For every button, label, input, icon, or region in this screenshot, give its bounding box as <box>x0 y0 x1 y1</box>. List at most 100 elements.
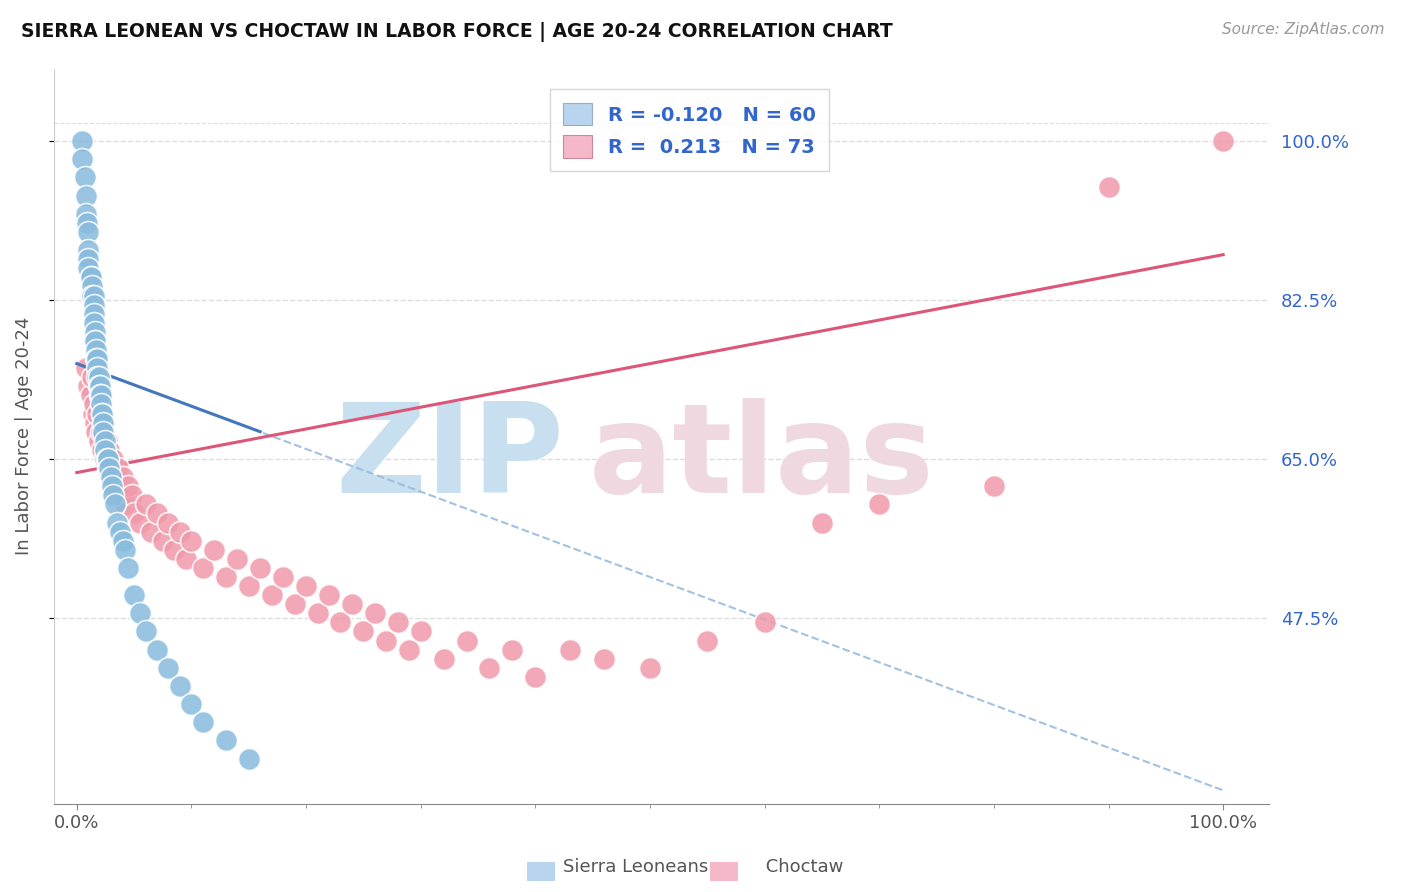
Point <box>122 588 145 602</box>
Point <box>75 207 97 221</box>
Point <box>110 488 132 502</box>
Point <box>104 479 127 493</box>
Point <box>91 416 114 430</box>
Point <box>456 633 478 648</box>
Point <box>77 261 100 276</box>
Point <box>398 642 420 657</box>
Point <box>169 524 191 539</box>
Point <box>77 225 100 239</box>
Point <box>983 479 1005 493</box>
Point <box>79 388 101 402</box>
Point <box>409 624 432 639</box>
Point <box>87 434 110 448</box>
Point <box>146 642 169 657</box>
Point <box>114 542 136 557</box>
Point <box>84 334 107 348</box>
Point <box>87 379 110 393</box>
Point <box>97 442 120 457</box>
Point <box>90 425 112 439</box>
Point <box>105 516 128 530</box>
Point <box>284 597 307 611</box>
Point <box>226 551 249 566</box>
Point <box>79 270 101 285</box>
Point <box>1097 179 1119 194</box>
Point <box>91 442 114 457</box>
Point <box>84 425 107 439</box>
Point <box>811 516 834 530</box>
Point <box>135 624 157 639</box>
Point <box>91 416 114 430</box>
Point <box>75 188 97 202</box>
Text: SIERRA LEONEAN VS CHOCTAW IN LABOR FORCE | AGE 20-24 CORRELATION CHART: SIERRA LEONEAN VS CHOCTAW IN LABOR FORCE… <box>21 22 893 42</box>
Point <box>89 388 111 402</box>
Point <box>501 642 523 657</box>
Point <box>96 452 118 467</box>
Legend: R = -0.120   N = 60, R =  0.213   N = 73: R = -0.120 N = 60, R = 0.213 N = 73 <box>550 89 830 171</box>
Point <box>84 334 107 348</box>
Point <box>318 588 340 602</box>
Y-axis label: In Labor Force | Age 20-24: In Labor Force | Age 20-24 <box>15 317 32 556</box>
Point <box>478 661 501 675</box>
Point <box>83 307 105 321</box>
Point <box>128 607 150 621</box>
Point <box>86 352 108 367</box>
Text: Source: ZipAtlas.com: Source: ZipAtlas.com <box>1222 22 1385 37</box>
Point <box>387 615 409 630</box>
Point <box>94 452 117 467</box>
Point <box>1212 134 1234 148</box>
Point <box>86 370 108 384</box>
Point <box>110 524 132 539</box>
Point <box>135 497 157 511</box>
Point <box>103 488 125 502</box>
Point <box>593 651 616 665</box>
Point <box>638 661 661 675</box>
Point <box>215 733 238 747</box>
Point <box>87 370 110 384</box>
Point <box>84 416 107 430</box>
Point <box>80 288 103 302</box>
Point <box>169 679 191 693</box>
Point <box>84 325 107 339</box>
Point <box>157 661 180 675</box>
Point <box>180 533 202 548</box>
Point <box>75 361 97 376</box>
Point <box>80 279 103 293</box>
Text: Sierra Leoneans          Choctaw: Sierra Leoneans Choctaw <box>562 858 844 876</box>
Point <box>77 252 100 267</box>
Point <box>80 370 103 384</box>
Point <box>364 607 387 621</box>
Point <box>90 388 112 402</box>
Point <box>215 570 238 584</box>
Point <box>174 551 197 566</box>
Point <box>89 388 111 402</box>
Point <box>271 570 294 584</box>
Point <box>84 343 107 357</box>
Point <box>114 497 136 511</box>
Point <box>97 461 120 475</box>
Point <box>157 516 180 530</box>
Point <box>91 407 114 421</box>
Point <box>83 297 105 311</box>
Point <box>104 497 127 511</box>
Point <box>375 633 398 648</box>
Point <box>97 461 120 475</box>
Point <box>111 533 134 548</box>
Point <box>94 434 117 448</box>
Point <box>107 461 129 475</box>
Point <box>103 452 125 467</box>
Point <box>117 479 139 493</box>
Point <box>307 607 329 621</box>
Point <box>202 542 225 557</box>
Point <box>83 316 105 330</box>
Point <box>152 533 174 548</box>
Point <box>90 397 112 411</box>
Point <box>238 579 260 593</box>
Point <box>77 379 100 393</box>
Point <box>433 651 456 665</box>
Point <box>868 497 890 511</box>
Point <box>146 507 169 521</box>
Point <box>754 615 776 630</box>
Point <box>558 642 581 657</box>
Point <box>111 470 134 484</box>
Point <box>238 751 260 765</box>
